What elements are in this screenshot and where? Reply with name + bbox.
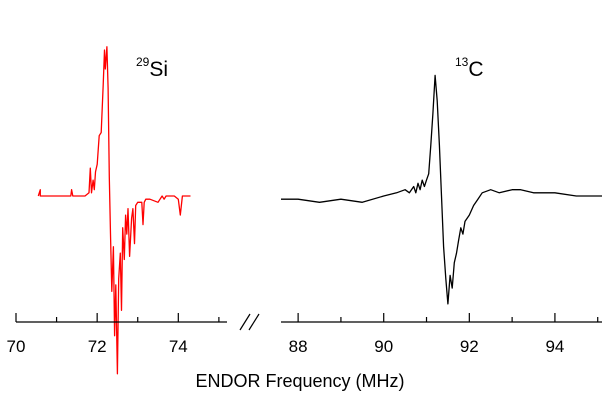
x-tick-label: 94 — [545, 337, 564, 356]
x-axis-title: ENDOR Frequency (MHz) — [195, 371, 404, 391]
axis-break-mark — [248, 313, 260, 331]
x-axis: 70 72 74 88 90 92 94 — [7, 313, 602, 356]
x-tick-label: 88 — [289, 337, 308, 356]
x-tick-label: 70 — [7, 337, 26, 356]
plot-area: 29Si 13C — [37, 46, 602, 375]
x-tick-label: 90 — [374, 337, 393, 356]
species-label-si: 29Si — [136, 55, 168, 81]
species-label-c: 13C — [455, 55, 484, 81]
x-tick-label: 72 — [88, 337, 107, 356]
x-tick-label: 92 — [460, 337, 479, 356]
spectrum-trace-c — [281, 74, 602, 305]
x-tick-label: 74 — [169, 337, 188, 356]
spectrum-trace-si — [37, 46, 191, 375]
axis-break-mark — [239, 313, 251, 331]
